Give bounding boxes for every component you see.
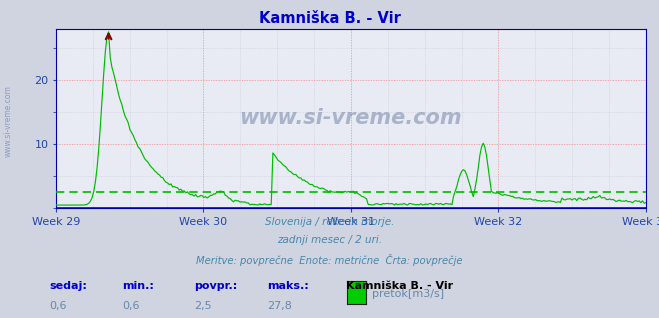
Text: min.:: min.: <box>122 281 154 291</box>
Text: Kamniška B. - Vir: Kamniška B. - Vir <box>346 281 453 291</box>
Text: Meritve: povprečne  Enote: metrične  Črta: povprečje: Meritve: povprečne Enote: metrične Črta:… <box>196 254 463 266</box>
Text: www.si-vreme.com: www.si-vreme.com <box>240 108 462 128</box>
Text: Kamniška B. - Vir: Kamniška B. - Vir <box>258 11 401 26</box>
Text: 27,8: 27,8 <box>267 301 292 310</box>
Text: pretok[m3/s]: pretok[m3/s] <box>372 289 444 299</box>
Text: povpr.:: povpr.: <box>194 281 238 291</box>
Text: zadnji mesec / 2 uri.: zadnji mesec / 2 uri. <box>277 235 382 245</box>
Text: maks.:: maks.: <box>267 281 308 291</box>
Text: 0,6: 0,6 <box>49 301 67 310</box>
Text: Slovenija / reke in morje.: Slovenija / reke in morje. <box>265 217 394 227</box>
Text: 0,6: 0,6 <box>122 301 140 310</box>
Text: www.si-vreme.com: www.si-vreme.com <box>3 85 13 157</box>
Text: sedaj:: sedaj: <box>49 281 87 291</box>
Text: 2,5: 2,5 <box>194 301 212 310</box>
